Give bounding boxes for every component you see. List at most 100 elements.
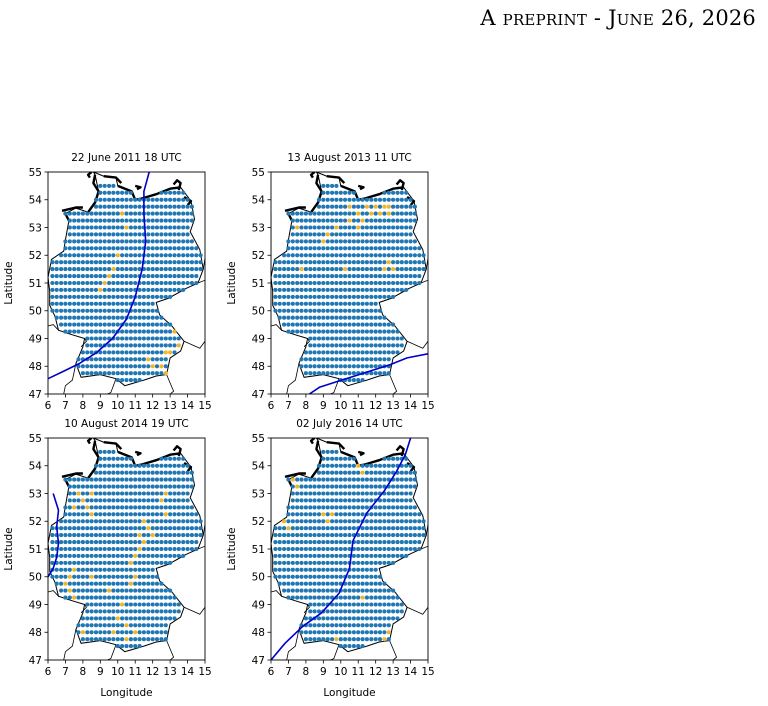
grid-point (107, 239, 112, 244)
grid-point (338, 574, 343, 579)
grid-point (59, 588, 64, 593)
grid-point (408, 267, 413, 272)
grid-point (128, 287, 133, 292)
grid-point (334, 526, 339, 531)
grid-point (172, 218, 177, 223)
grid-point (172, 595, 177, 600)
grid-point (89, 546, 94, 552)
grid-point (76, 512, 81, 517)
grid-point (172, 609, 177, 614)
grid-point (150, 197, 155, 202)
grid-point (89, 357, 94, 362)
grid-point (115, 581, 120, 586)
grid-point (391, 232, 396, 237)
grid-point (382, 470, 387, 475)
grid-point (133, 267, 138, 272)
grid-point (316, 350, 322, 355)
grid-point (369, 343, 374, 348)
grid-point (102, 253, 107, 258)
grid-point (312, 574, 317, 579)
grid-point (399, 602, 404, 607)
grid-point (128, 274, 133, 279)
grid-point (102, 218, 107, 223)
grid-point-highlight (364, 204, 369, 209)
grid-point (321, 553, 326, 558)
grid-point (89, 484, 94, 489)
grid-point (128, 218, 133, 223)
grid-point (295, 315, 300, 320)
coastline-6 (86, 438, 93, 445)
grid-point (338, 364, 343, 369)
grid-point (391, 350, 396, 355)
grid-point (299, 329, 304, 334)
grid-point (181, 505, 186, 510)
grid-point (102, 498, 107, 503)
grid-point (150, 211, 155, 216)
grid-point (417, 519, 422, 524)
grid-point (107, 364, 112, 369)
grid-point (120, 637, 125, 642)
grid-point (76, 260, 81, 265)
grid-point (67, 308, 72, 313)
grid-point (168, 329, 173, 334)
grid-point (338, 491, 343, 496)
grid-point (308, 274, 313, 279)
grid-point (369, 253, 374, 258)
grid-point (312, 294, 317, 299)
grid-point (295, 239, 300, 244)
grid-point (377, 609, 383, 614)
coastline-2 (395, 179, 405, 191)
grid-point (163, 484, 168, 489)
grid-point-highlight (124, 225, 129, 230)
grid-point (133, 322, 138, 327)
grid-point (303, 329, 308, 334)
grid-point (163, 211, 168, 216)
country-border-6 (389, 640, 398, 660)
grid-point (351, 301, 356, 306)
grid-point (67, 294, 72, 299)
grid-point (172, 232, 177, 237)
grid-point (373, 260, 378, 265)
grid-point (316, 322, 322, 327)
grid-point (364, 581, 369, 586)
grid-point (334, 343, 339, 348)
grid-point (404, 519, 409, 524)
grid-point (120, 315, 125, 320)
grid-point-highlight (107, 588, 112, 593)
grid-point (124, 463, 129, 468)
grid-point (111, 218, 116, 223)
grid-point (412, 519, 417, 524)
grid-point (50, 294, 55, 299)
grid-point (146, 204, 151, 209)
grid-point (295, 595, 300, 600)
grid-point-highlight (168, 350, 173, 355)
grid-point (343, 357, 348, 362)
grid-point (185, 519, 190, 524)
grid-point (356, 567, 361, 572)
grid-point (286, 246, 291, 251)
grid-point (168, 595, 173, 600)
grid-point (360, 546, 365, 552)
grid-point (150, 616, 155, 621)
grid-point (120, 287, 125, 292)
grid-point (399, 546, 404, 552)
grid-point (150, 484, 155, 489)
grid-point (102, 560, 107, 565)
grid-point (176, 280, 181, 286)
y-tick-label: 52 (29, 516, 42, 528)
grid-point (360, 630, 365, 635)
grid-point (364, 616, 369, 621)
grid-point (377, 637, 383, 642)
grid-point (408, 498, 413, 503)
grid-point (377, 239, 383, 244)
grid-point (176, 204, 181, 209)
grid-point (373, 253, 378, 258)
grid-point (133, 364, 138, 369)
grid-point (115, 336, 120, 341)
grid-point (63, 253, 68, 258)
x-tick-label: 7 (285, 666, 292, 678)
grid-point (72, 211, 77, 216)
grid-point (369, 301, 374, 306)
grid-point (124, 378, 129, 383)
